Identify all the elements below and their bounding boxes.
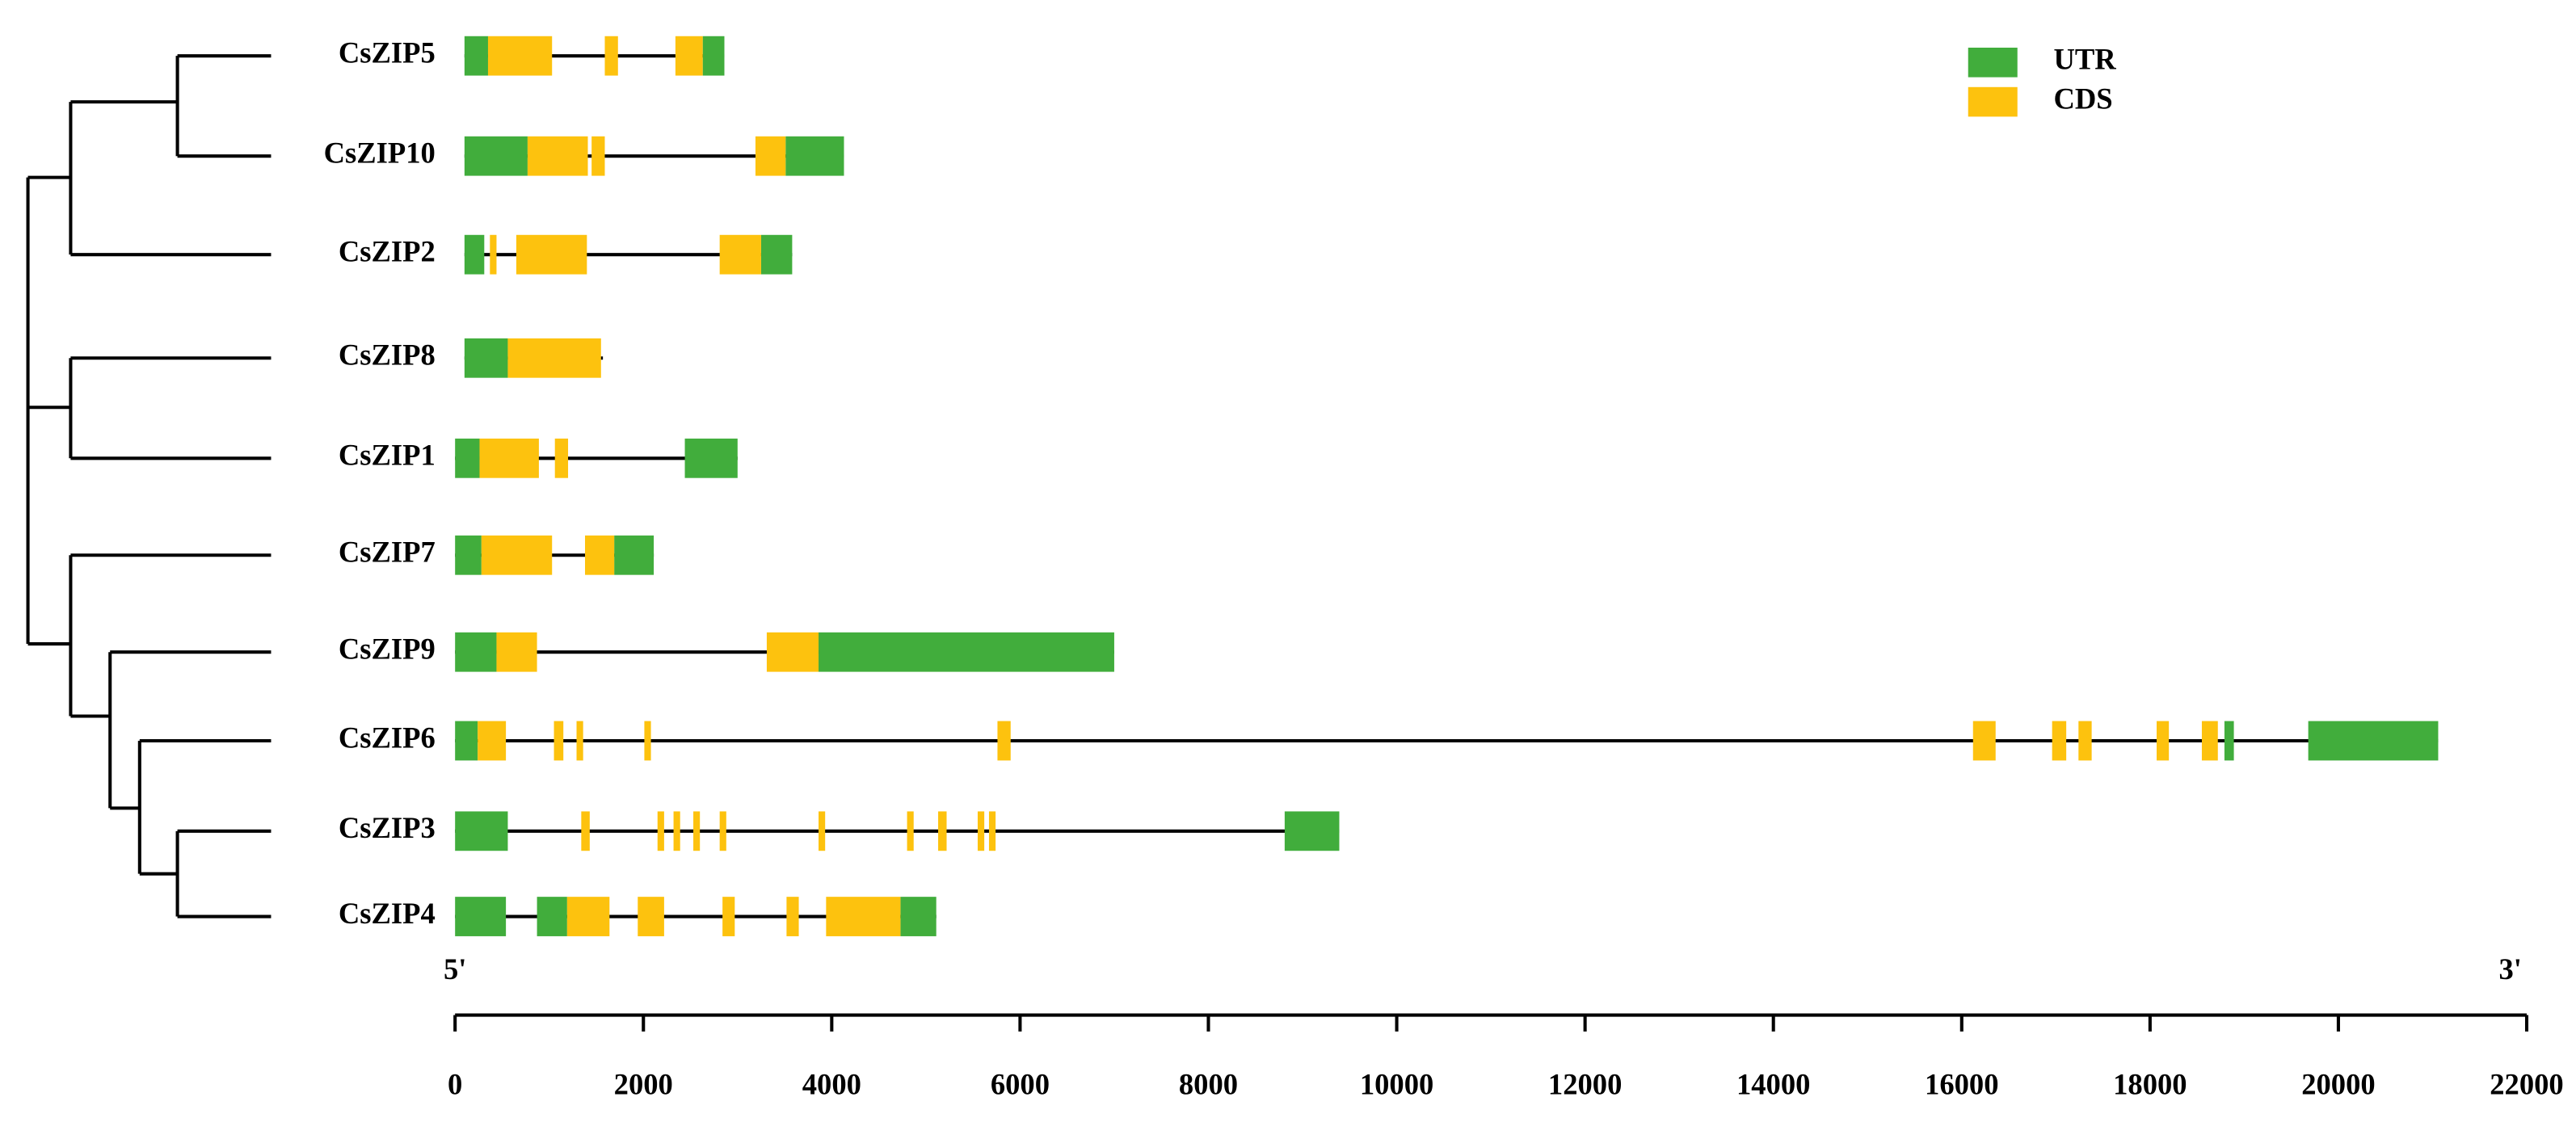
gene-label: CsZIP9 [339, 633, 436, 666]
x-tick-label: 2000 [614, 1067, 673, 1100]
utr-region [464, 234, 485, 275]
utr-region [455, 632, 497, 672]
gene-label: CsZIP7 [339, 536, 436, 569]
x-tick-label: 18000 [2113, 1067, 2187, 1100]
x-tick-label: 16000 [1925, 1067, 1998, 1100]
gene-label: CsZIP10 [324, 137, 436, 170]
cds-region [516, 234, 587, 275]
legend-label: UTR [2053, 43, 2116, 76]
utr-region [614, 535, 655, 575]
gene-label: CsZIP3 [339, 811, 436, 844]
cds-region [722, 897, 735, 936]
cds-region [490, 234, 497, 275]
cds-region [481, 535, 553, 575]
utr-region [455, 811, 508, 851]
cds-region [755, 136, 786, 176]
tree [26, 54, 271, 919]
cds-region [479, 438, 539, 478]
cds-region [907, 811, 914, 851]
utr-region [455, 438, 480, 478]
cds-region [507, 338, 601, 378]
gene-label: CsZIP2 [339, 235, 436, 268]
gene-label: CsZIP4 [339, 897, 436, 930]
legend-swatch [1968, 86, 2018, 117]
cds-region [581, 811, 590, 851]
gene-label: CsZIP6 [339, 721, 436, 754]
cds-region [566, 897, 610, 936]
x-tick-label: 12000 [1548, 1067, 1622, 1100]
utr-region [2224, 721, 2234, 761]
cds-region [673, 811, 680, 851]
x-tick-label: 8000 [1179, 1067, 1238, 1100]
cds-region [2078, 721, 2092, 761]
x-tick-label: 14000 [1736, 1067, 1810, 1100]
gene-label: CsZIP8 [339, 338, 436, 372]
cds-region [819, 811, 826, 851]
utr-region [537, 897, 567, 936]
cds-region [554, 438, 569, 478]
cds-region [487, 36, 553, 76]
utr-region [455, 535, 482, 575]
cds-region [638, 897, 664, 936]
cds-region [1972, 721, 1996, 761]
cds-region [997, 721, 1011, 761]
cds-region [591, 136, 605, 176]
x-tick-label: 10000 [1360, 1067, 1433, 1100]
cds-region [2157, 721, 2170, 761]
x-tick-label: 6000 [991, 1067, 1050, 1100]
utr-region [760, 234, 793, 275]
legend-label: CDS [2053, 82, 2112, 115]
cds-region [554, 721, 564, 761]
cds-region [585, 535, 615, 575]
five-prime-label: 5' [444, 952, 466, 986]
x-tick-label: 4000 [802, 1067, 861, 1100]
cds-region [478, 721, 507, 761]
utr-region [819, 632, 1114, 672]
cds-region [644, 721, 651, 761]
utr-region [684, 438, 738, 478]
gene-label: CsZIP5 [339, 36, 436, 69]
cds-region [2201, 721, 2218, 761]
cds-region [719, 234, 761, 275]
x-tick-label: 0 [448, 1067, 462, 1100]
cds-region [786, 897, 799, 936]
utr-region [702, 36, 725, 76]
utr-region [455, 897, 507, 936]
gene-label: CsZIP1 [339, 439, 436, 472]
cds-region [2052, 721, 2067, 761]
utr-region [464, 136, 528, 176]
x-tick-label: 22000 [2490, 1067, 2563, 1100]
cds-region [527, 136, 588, 176]
cds-region [977, 811, 985, 851]
three-prime-label: 3' [2498, 952, 2521, 986]
cds-region [693, 811, 701, 851]
cds-region [766, 632, 819, 672]
utr-region [455, 721, 478, 761]
cds-region [657, 811, 664, 851]
cds-region [826, 897, 901, 936]
utr-region [785, 136, 844, 176]
utr-region [2308, 721, 2439, 761]
x-tick-label: 20000 [2301, 1067, 2375, 1100]
cds-region [719, 811, 726, 851]
cds-region [938, 811, 947, 851]
cds-region [988, 811, 996, 851]
utr-region [900, 897, 937, 936]
cds-region [675, 36, 703, 76]
utr-region [1284, 811, 1340, 851]
utr-region [464, 36, 488, 76]
legend-swatch [1968, 48, 2018, 78]
cds-region [576, 721, 583, 761]
cds-region [604, 36, 618, 76]
cds-region [496, 632, 537, 672]
utr-region [464, 338, 508, 378]
